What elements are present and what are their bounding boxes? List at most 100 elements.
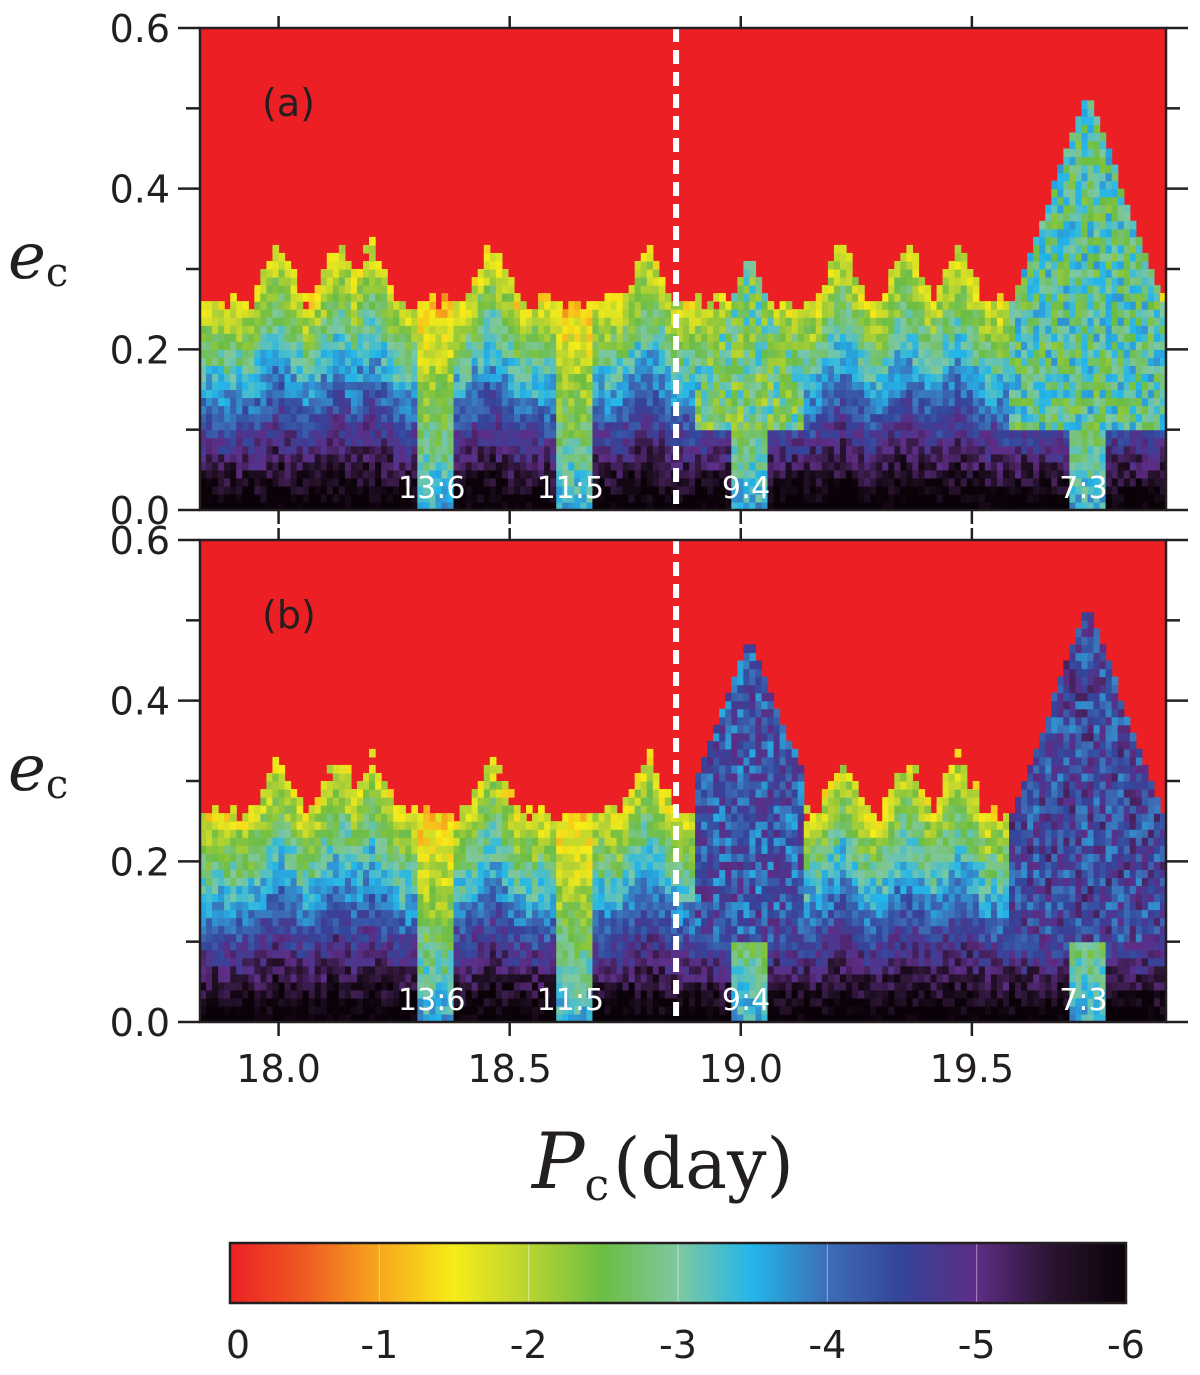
heatmap-cell <box>664 485 672 495</box>
heatmap-cell <box>888 325 895 334</box>
heatmap-cell <box>242 461 249 471</box>
heatmap-cell <box>248 429 255 439</box>
heatmap-cell <box>1045 357 1052 366</box>
heatmap-cell <box>616 493 624 503</box>
heatmap-cell <box>610 397 618 407</box>
heatmap-cell <box>942 309 950 318</box>
heatmap-cell <box>483 341 491 350</box>
heatmap-cell <box>918 381 926 391</box>
heatmap-cell <box>435 397 443 407</box>
heatmap-cell <box>960 501 968 510</box>
heatmap-cell <box>1087 437 1095 447</box>
heatmap-cell <box>393 309 400 318</box>
heatmap-cell <box>296 413 304 423</box>
heatmap-cell <box>586 493 594 503</box>
heatmap-cell <box>1153 477 1161 487</box>
heatmap-cell <box>1135 437 1143 447</box>
heatmap-cell <box>1153 389 1161 399</box>
heatmap-cell <box>224 453 231 463</box>
heatmap-cell <box>664 341 672 350</box>
heatmap-cell <box>405 333 412 342</box>
heatmap-cell <box>918 317 926 326</box>
heatmap-cell <box>284 277 292 286</box>
heatmap-cell <box>477 365 485 375</box>
heatmap-cell <box>604 365 612 375</box>
heatmap-cell <box>393 381 400 391</box>
heatmap-cell <box>230 317 237 326</box>
heatmap-cell <box>1033 285 1040 294</box>
heatmap-cell <box>477 461 485 471</box>
heatmap-cell <box>719 301 726 310</box>
heatmap-cell <box>930 309 938 318</box>
heatmap-cell <box>550 445 557 455</box>
heatmap-cell <box>447 485 455 495</box>
heatmap-cell <box>960 373 968 383</box>
heatmap-cell <box>369 413 376 423</box>
heatmap-cell <box>815 405 823 415</box>
heatmap-cell <box>628 477 636 487</box>
heatmap-cell <box>519 421 527 431</box>
heatmap-cell <box>272 252 280 262</box>
heatmap-cell <box>200 453 207 463</box>
heatmap-cell <box>574 453 581 463</box>
heatmap-cell <box>218 477 225 487</box>
heatmap-cell <box>369 357 376 366</box>
heatmap-cell <box>369 461 376 471</box>
heatmap-cell <box>302 501 310 510</box>
heatmap-cell <box>785 349 793 358</box>
heatmap-cell <box>1153 293 1161 302</box>
heatmap-cell <box>206 941 213 951</box>
heatmap-cell <box>556 317 563 326</box>
heatmap-cell <box>779 485 787 495</box>
heatmap-cell <box>592 413 600 423</box>
heatmap-cell <box>483 309 491 318</box>
heatmap-cell <box>833 397 841 407</box>
heatmap-cell <box>320 277 328 286</box>
heatmap-cell <box>471 445 479 455</box>
heatmap-cell <box>809 461 817 471</box>
heatmap-cell <box>815 445 823 455</box>
heatmap-cell <box>960 285 968 294</box>
heatmap-cell <box>290 373 298 383</box>
heatmap-cell <box>876 357 883 366</box>
heatmap-cell <box>858 325 865 334</box>
heatmap-cell <box>405 317 412 326</box>
heatmap-cell <box>839 437 847 447</box>
heatmap-cell <box>767 493 775 503</box>
heatmap-cell <box>821 493 829 503</box>
heatmap-cell <box>538 389 545 399</box>
heatmap-cell <box>465 349 473 358</box>
heatmap-cell <box>465 357 473 366</box>
heatmap-cell <box>471 301 479 310</box>
heatmap-cell <box>1027 381 1034 391</box>
heatmap-cell <box>797 429 805 439</box>
heatmap-cell <box>948 485 956 495</box>
heatmap-cell <box>827 285 835 294</box>
heatmap-cell <box>689 333 696 342</box>
heatmap-cell <box>423 341 431 350</box>
heatmap-cell <box>864 461 871 471</box>
heatmap-cell <box>846 325 853 334</box>
heatmap-cell <box>532 501 539 510</box>
heatmap-cell <box>827 389 835 399</box>
heatmap-cell <box>453 397 461 407</box>
heatmap-cell <box>743 325 751 334</box>
heatmap-cell <box>725 421 732 431</box>
heatmap-cell <box>616 373 624 383</box>
heatmap-cell <box>477 469 485 479</box>
heatmap-cell <box>580 421 587 431</box>
heatmap-cell <box>320 405 328 415</box>
heatmap-cell <box>1159 421 1166 431</box>
heatmap-cell <box>701 389 708 399</box>
heatmap-cell <box>1123 493 1131 503</box>
heatmap-cell <box>369 244 376 254</box>
heatmap-cell <box>483 485 491 495</box>
heatmap-cell <box>544 437 551 447</box>
heatmap-cell <box>429 309 437 318</box>
heatmap-cell <box>1099 373 1107 383</box>
heatmap-cell <box>375 461 382 471</box>
heatmap-cell <box>242 405 249 415</box>
heatmap-cell <box>1009 477 1016 487</box>
heatmap-cell <box>719 421 726 431</box>
heatmap-cell <box>272 445 280 455</box>
